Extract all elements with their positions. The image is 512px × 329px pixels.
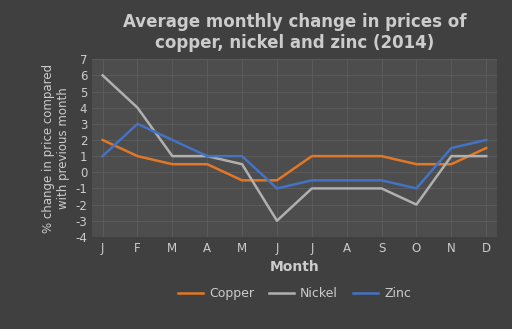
Line: Zinc: Zinc (102, 124, 486, 189)
X-axis label: Month: Month (269, 260, 319, 274)
Copper (378, 154, 385, 158)
Y-axis label: % change in price compared
with previous month: % change in price compared with previous… (42, 63, 70, 233)
Zinc (413, 187, 419, 190)
Zinc (204, 154, 210, 158)
Zinc (239, 154, 245, 158)
Zinc (135, 122, 141, 126)
Nickel (309, 187, 315, 190)
Zinc (169, 138, 176, 142)
Nickel (378, 187, 385, 190)
Nickel (135, 106, 141, 110)
Nickel (274, 219, 280, 223)
Copper (448, 162, 454, 166)
Nickel (169, 154, 176, 158)
Copper (274, 178, 280, 182)
Nickel (99, 73, 105, 77)
Zinc (274, 187, 280, 190)
Zinc (378, 178, 385, 182)
Zinc (344, 178, 350, 182)
Copper (309, 154, 315, 158)
Zinc (309, 178, 315, 182)
Nickel (448, 154, 454, 158)
Line: Copper: Copper (102, 140, 486, 180)
Nickel (344, 187, 350, 190)
Title: Average monthly change in prices of
copper, nickel and zinc (2014): Average monthly change in prices of copp… (123, 13, 466, 52)
Nickel (483, 154, 489, 158)
Zinc (448, 146, 454, 150)
Copper (344, 154, 350, 158)
Nickel (204, 154, 210, 158)
Copper (413, 162, 419, 166)
Copper (204, 162, 210, 166)
Copper (135, 154, 141, 158)
Line: Nickel: Nickel (102, 75, 486, 221)
Copper (239, 178, 245, 182)
Zinc (99, 154, 105, 158)
Zinc (483, 138, 489, 142)
Nickel (413, 203, 419, 207)
Nickel (239, 162, 245, 166)
Copper (169, 162, 176, 166)
Copper (483, 146, 489, 150)
Legend: Copper, Nickel, Zinc: Copper, Nickel, Zinc (173, 282, 416, 305)
Copper (99, 138, 105, 142)
